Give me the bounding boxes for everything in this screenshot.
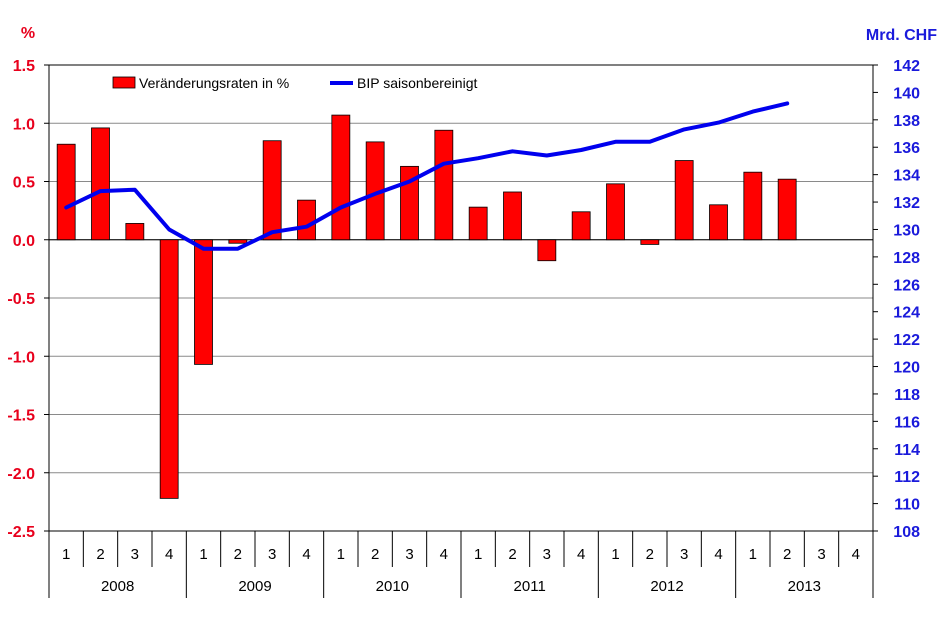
quarter-label: 2 bbox=[508, 546, 516, 563]
left-tick-label: -1.0 bbox=[7, 349, 35, 366]
left-tick-label: 0.5 bbox=[13, 175, 35, 192]
bar bbox=[434, 129, 454, 241]
left-tick-label: -2.0 bbox=[7, 466, 35, 483]
bar bbox=[228, 239, 248, 244]
left-axis-unit: % bbox=[21, 25, 35, 42]
bar bbox=[56, 143, 76, 241]
bar bbox=[297, 199, 316, 241]
right-tick-label: 108 bbox=[893, 524, 920, 541]
quarter-label: 3 bbox=[680, 546, 688, 563]
quarter-label: 4 bbox=[714, 546, 722, 563]
bar bbox=[331, 114, 351, 241]
year-label: 2009 bbox=[238, 578, 271, 595]
right-tick-label: 138 bbox=[893, 113, 920, 130]
right-tick-label: 142 bbox=[893, 58, 920, 75]
quarter-label: 3 bbox=[817, 546, 825, 563]
left-tick-label: 1.5 bbox=[13, 58, 35, 75]
left-tick-label: -2.5 bbox=[7, 524, 35, 541]
right-tick-label: 124 bbox=[893, 305, 920, 322]
bar bbox=[674, 160, 694, 241]
bar bbox=[262, 140, 282, 241]
right-tick-label: 130 bbox=[893, 222, 920, 239]
right-tick-label: 136 bbox=[893, 140, 920, 157]
right-tick-label: 128 bbox=[893, 250, 920, 267]
bar bbox=[159, 239, 179, 499]
left-tick-label: -1.5 bbox=[7, 408, 35, 425]
right-tick-label: 126 bbox=[893, 277, 920, 294]
bip-line bbox=[64, 101, 790, 251]
bar bbox=[125, 223, 145, 241]
bar bbox=[709, 204, 728, 241]
quarter-label: 3 bbox=[131, 546, 139, 563]
quarter-label: 4 bbox=[852, 546, 860, 563]
bar bbox=[503, 191, 522, 241]
left-tick-label: 0.0 bbox=[13, 233, 35, 250]
bar bbox=[606, 183, 625, 241]
left-tick-label: 1.0 bbox=[13, 116, 35, 133]
right-tick-label: 122 bbox=[893, 332, 920, 349]
quarter-label: 2 bbox=[96, 546, 104, 563]
year-label: 2011 bbox=[514, 578, 546, 595]
bar bbox=[777, 178, 797, 241]
quarter-label: 4 bbox=[165, 546, 173, 563]
legend-line-label: BIP saisonbereinigt bbox=[357, 75, 477, 91]
quarter-label: 1 bbox=[199, 546, 207, 563]
right-tick-label: 118 bbox=[894, 387, 920, 404]
quarter-label: 3 bbox=[543, 546, 551, 563]
right-tick-label: 114 bbox=[894, 442, 920, 459]
quarter-label: 1 bbox=[474, 546, 482, 563]
quarter-label: 1 bbox=[62, 546, 70, 563]
quarter-label: 4 bbox=[302, 546, 310, 563]
legend-bar-label: Veränderungsraten in % bbox=[139, 75, 289, 91]
bar bbox=[743, 171, 763, 241]
bar bbox=[571, 211, 591, 241]
quarter-label: 4 bbox=[577, 546, 585, 563]
quarter-label: 2 bbox=[646, 546, 654, 563]
right-tick-label: 134 bbox=[893, 168, 920, 185]
right-axis-unit: Mrd. CHF bbox=[866, 27, 937, 44]
right-tick-label: 112 bbox=[894, 469, 920, 486]
bar bbox=[194, 239, 213, 365]
right-tick-label: 116 bbox=[894, 414, 920, 431]
quarter-label: 1 bbox=[611, 546, 619, 563]
year-label: 2010 bbox=[376, 578, 409, 595]
quarter-label: 3 bbox=[405, 546, 413, 563]
right-tick-label: 140 bbox=[893, 85, 920, 102]
year-label: 2013 bbox=[788, 578, 821, 595]
quarter-label: 4 bbox=[440, 546, 448, 563]
right-tick-label: 132 bbox=[893, 195, 920, 212]
year-label: 2012 bbox=[650, 578, 683, 595]
quarter-label: 3 bbox=[268, 546, 276, 563]
bar bbox=[91, 127, 110, 241]
right-tick-label: 120 bbox=[893, 360, 920, 377]
left-tick-label: -0.5 bbox=[7, 291, 35, 308]
bar bbox=[537, 239, 557, 262]
legend-bar-swatch bbox=[112, 76, 136, 89]
year-label: 2008 bbox=[101, 578, 134, 595]
quarter-label: 2 bbox=[234, 546, 242, 563]
quarter-label: 2 bbox=[371, 546, 379, 563]
bar bbox=[468, 206, 488, 241]
quarter-label: 1 bbox=[337, 546, 345, 563]
quarter-label: 2 bbox=[783, 546, 791, 563]
quarter-label: 1 bbox=[749, 546, 757, 563]
bar bbox=[640, 239, 660, 245]
right-tick-label: 110 bbox=[894, 497, 920, 514]
